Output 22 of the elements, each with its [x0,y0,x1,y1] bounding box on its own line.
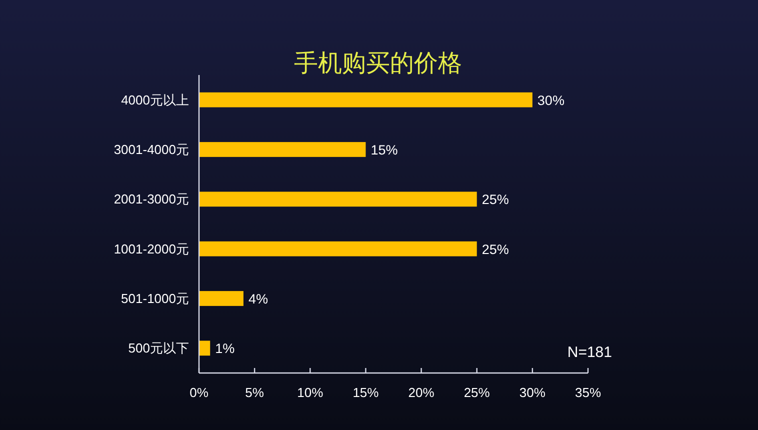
data-label: 25% [482,242,509,257]
x-tick-label: 5% [245,385,264,400]
x-tick-label: 10% [297,385,324,400]
y-tick-label: 3001-4000元 [114,142,189,157]
data-label: 25% [482,192,509,208]
x-tick-label: 0% [190,385,209,400]
x-tick-label: 20% [408,385,435,400]
y-tick-label: 2001-3000元 [114,192,189,207]
annotation: N=181 [567,344,612,361]
x-tick-label: 15% [352,385,380,400]
x-tick-label: 25% [464,385,490,400]
y-tick-label: 4000元以上 [121,92,189,108]
x-tick-label: 35% [574,385,602,400]
y-tick-label: 1001-2000元 [114,241,189,256]
data-label: 15% [370,142,398,158]
y-tick-label: 500元以下 [128,340,189,356]
data-label: 4% [248,292,268,306]
y-tick-label: 501-1000元 [121,291,189,306]
data-label: 30% [537,92,564,108]
x-tick-label: 30% [519,385,546,400]
chart-title: 手机购买的价格 [294,50,462,77]
data-label: 1% [215,341,235,356]
